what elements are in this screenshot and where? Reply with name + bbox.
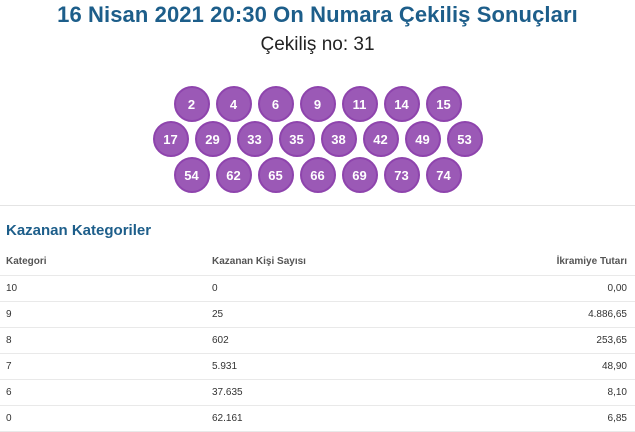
ball: 49 bbox=[404, 121, 441, 157]
winners-section-title: Kazanan Kategoriler bbox=[6, 222, 152, 239]
winner-count-cell: 602 bbox=[206, 327, 412, 354]
column-header-prize-amount: İkramiye Tutarı bbox=[412, 249, 635, 276]
ball: 69 bbox=[341, 157, 378, 193]
prize-amount-cell: 8,10 bbox=[412, 379, 635, 406]
section-divider bbox=[0, 205, 635, 206]
ball-row-3: 54 62 65 66 69 73 74 bbox=[0, 157, 635, 193]
table-row: 6 37.635 8,10 bbox=[0, 379, 635, 406]
category-cell: 0 bbox=[0, 405, 206, 432]
ball: 74 bbox=[425, 157, 462, 193]
category-cell: 9 bbox=[0, 301, 206, 328]
winner-count-cell: 0 bbox=[206, 275, 412, 302]
ball: 9 bbox=[299, 86, 336, 122]
ball: 73 bbox=[383, 157, 420, 193]
page-title: 16 Nisan 2021 20:30 On Numara Çekiliş So… bbox=[57, 2, 578, 27]
ball: 2 bbox=[173, 86, 210, 122]
prize-amount-cell: 253,65 bbox=[412, 327, 635, 354]
ball: 29 bbox=[194, 121, 231, 157]
ball: 4 bbox=[215, 86, 252, 122]
table-row: 10 0 0,00 bbox=[0, 275, 635, 302]
winners-table: Kategori Kazanan Kişi Sayısı İkramiye Tu… bbox=[0, 249, 635, 432]
table-row: 9 25 4.886,65 bbox=[0, 301, 635, 328]
ball: 42 bbox=[362, 121, 399, 157]
winner-count-cell: 62.161 bbox=[206, 405, 412, 432]
column-header-winner-count: Kazanan Kişi Sayısı bbox=[206, 249, 412, 276]
prize-amount-cell: 6,85 bbox=[412, 405, 635, 432]
winner-count-cell: 5.931 bbox=[206, 353, 412, 380]
draw-number: Çekiliş no: 31 bbox=[260, 34, 375, 55]
ball: 62 bbox=[215, 157, 252, 193]
ball: 54 bbox=[173, 157, 210, 193]
ball: 6 bbox=[257, 86, 294, 122]
prize-amount-cell: 48,90 bbox=[412, 353, 635, 380]
category-cell: 7 bbox=[0, 353, 206, 380]
table-row: 7 5.931 48,90 bbox=[0, 353, 635, 380]
category-cell: 6 bbox=[0, 379, 206, 406]
table-row: 0 62.161 6,85 bbox=[0, 405, 635, 432]
ball: 11 bbox=[341, 86, 378, 122]
prize-amount-cell: 0,00 bbox=[412, 275, 635, 302]
prize-amount-cell: 4.886,65 bbox=[412, 301, 635, 328]
ball: 17 bbox=[152, 121, 189, 157]
table-row: 8 602 253,65 bbox=[0, 327, 635, 354]
ball: 53 bbox=[446, 121, 483, 157]
winner-count-cell: 25 bbox=[206, 301, 412, 328]
ball: 38 bbox=[320, 121, 357, 157]
ball-row-1: 2 4 6 9 11 14 15 bbox=[0, 86, 635, 122]
ball-row-2: 17 29 33 35 38 42 49 53 bbox=[0, 121, 635, 157]
category-cell: 10 bbox=[0, 275, 206, 302]
column-header-category: Kategori bbox=[0, 249, 206, 276]
ball: 33 bbox=[236, 121, 273, 157]
category-cell: 8 bbox=[0, 327, 206, 354]
ball: 15 bbox=[425, 86, 462, 122]
winner-count-cell: 37.635 bbox=[206, 379, 412, 406]
ball: 66 bbox=[299, 157, 336, 193]
ball: 35 bbox=[278, 121, 315, 157]
table-header-row: Kategori Kazanan Kişi Sayısı İkramiye Tu… bbox=[0, 249, 635, 276]
ball: 14 bbox=[383, 86, 420, 122]
ball: 65 bbox=[257, 157, 294, 193]
